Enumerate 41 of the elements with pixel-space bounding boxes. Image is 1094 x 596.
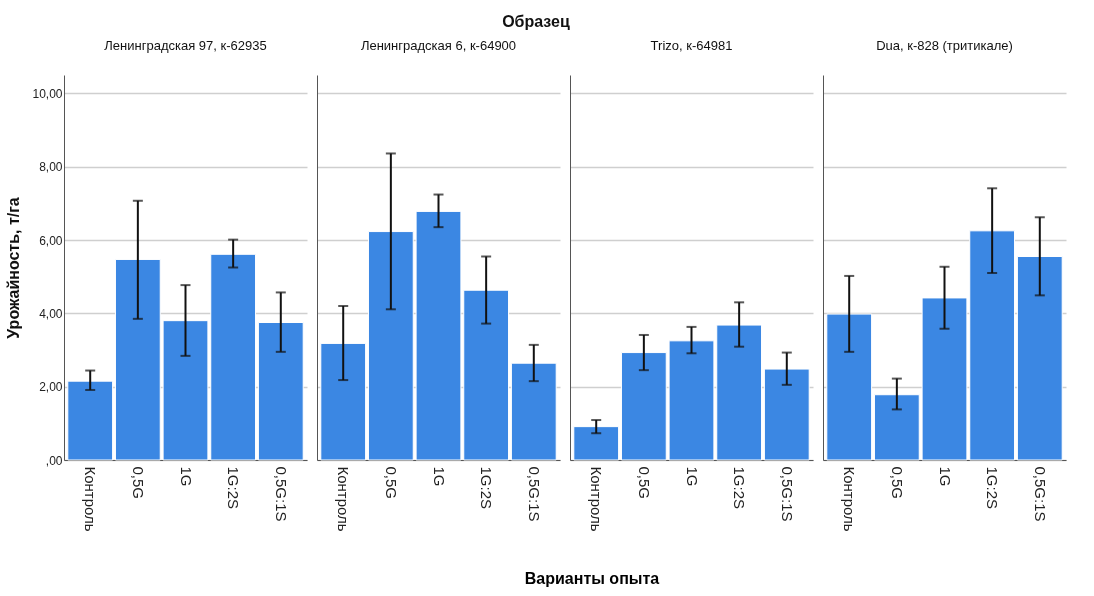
x-tick-label: 1G:2S: [478, 466, 496, 510]
bar: [826, 313, 873, 461]
x-tick-label: 0,5G: [635, 466, 653, 500]
x-tick-label: Контроль: [82, 466, 100, 532]
y-tick-label: 10,00: [32, 86, 63, 101]
x-tick-label: 1G:2S: [225, 466, 243, 510]
bar: [573, 426, 620, 461]
x-tick-label: 0,5G:1S: [778, 466, 796, 522]
bar: [257, 322, 304, 461]
x-tick-label: 1G: [177, 466, 195, 487]
chart-title: Ленинградская 6, к-64900: [360, 38, 517, 53]
y-tick-label: 2,00: [39, 380, 63, 395]
chart-title: Dua, к-828 (тритикале): [876, 38, 1013, 53]
bar: [320, 342, 367, 461]
x-tick-label: Контроль: [841, 466, 859, 532]
y-tick-label: ,00: [45, 453, 63, 468]
bar: [1016, 256, 1063, 461]
x-tick-label: 0,5G: [129, 466, 147, 500]
y-tick-label: 6,00: [39, 233, 63, 248]
bar: [67, 380, 114, 461]
x-tick-label: 1G: [430, 466, 448, 487]
x-tick-label: Контроль: [335, 466, 353, 532]
y-axis-title: Урожайность, т/га: [5, 197, 23, 339]
x-tick-label: 1G:2S: [731, 466, 749, 510]
x-tick-label: 0,5G:1S: [525, 466, 543, 522]
x-tick-label: 1G:2S: [984, 466, 1002, 510]
chart-title: Trizo, к-64981: [650, 38, 733, 53]
x-tick-label: 0,5G: [888, 466, 906, 500]
x-tick-label: 1G: [683, 466, 701, 487]
y-tick-label: 4,00: [39, 306, 63, 321]
x-tick-label: 1G: [936, 466, 954, 487]
x-tick-label: 0,5G:1S: [272, 466, 290, 522]
text: Варианты опыта: [523, 570, 661, 588]
y-tick-label: 8,00: [39, 160, 63, 175]
x-tick-label: Контроль: [588, 466, 606, 532]
x-tick-label: 0,5G: [382, 466, 400, 500]
x-tick-label: 0,5G:1S: [1031, 466, 1049, 522]
text: Образец: [502, 13, 570, 30]
bar: [763, 368, 810, 461]
bar: [510, 362, 557, 461]
chart-title: Ленинградская 97, к-62935: [104, 38, 267, 53]
